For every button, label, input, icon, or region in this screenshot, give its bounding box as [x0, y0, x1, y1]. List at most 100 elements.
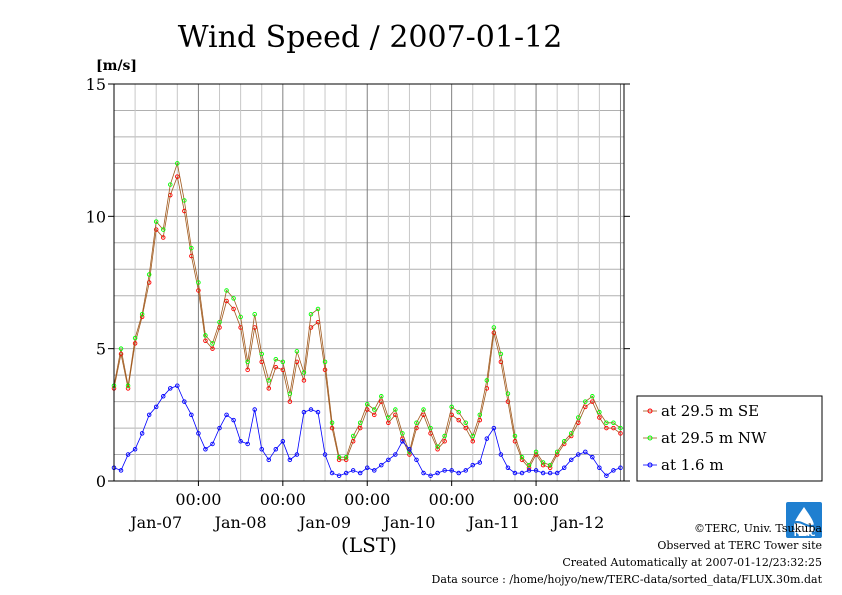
data-point [435, 446, 440, 452]
data-point [196, 280, 201, 285]
data-point [153, 219, 159, 224]
data-point [463, 468, 468, 473]
data-point [400, 439, 405, 444]
data-point [386, 457, 391, 463]
data-point [463, 425, 468, 431]
legend-marker [647, 462, 653, 468]
data-point [386, 420, 391, 426]
data-point [146, 272, 152, 277]
data-point [266, 378, 272, 383]
data-point [597, 409, 602, 415]
data-point [568, 431, 574, 436]
water-drop-icon [794, 507, 814, 536]
data-point [287, 399, 293, 404]
data-point [470, 433, 476, 439]
plot-area [114, 84, 624, 481]
data-point [477, 412, 483, 418]
data-point [583, 404, 588, 410]
data-point [568, 457, 574, 463]
data-point [132, 335, 138, 341]
data-point [583, 449, 588, 455]
data-point [435, 444, 440, 449]
data-point [505, 399, 511, 404]
data-point [540, 462, 546, 468]
data-point [498, 452, 504, 457]
y-tick-label: 0 [96, 472, 106, 491]
data-point [146, 412, 152, 418]
series-line [113, 161, 621, 466]
data-point [456, 409, 461, 415]
x-time-label: 00:00 [260, 490, 306, 509]
x-time-label: 00:00 [513, 490, 559, 509]
x-time-label: 00:00 [429, 490, 475, 509]
data-point [611, 420, 616, 426]
x-date-label: Jan-07 [128, 513, 182, 532]
data-point [526, 465, 532, 471]
x-date-label: Jan-12 [550, 513, 604, 532]
data-point [407, 446, 412, 452]
data-point [132, 341, 138, 346]
data-point [245, 441, 250, 447]
y-tick-label: 10 [86, 207, 106, 226]
legend-label: at 29.5 m SE [661, 402, 759, 420]
data-point [547, 462, 553, 468]
x-tick-labels: 00:00 00:00 00:00 00:00 00:00 Jan-07 Jan-08 Jan… [128, 481, 604, 532]
data-point [203, 333, 208, 338]
data-point [547, 470, 553, 476]
data-point [224, 298, 229, 304]
x-axis-label: (LST) [341, 533, 397, 557]
data-point [336, 457, 342, 463]
data-point [294, 452, 300, 457]
data-point [449, 468, 454, 473]
data-point [259, 351, 264, 357]
x-date-label: Jan-08 [213, 513, 267, 532]
data-point [343, 457, 349, 463]
series-line [113, 385, 621, 477]
legend: at 29.5 m SE at 29.5 m NW at 1.6 m [636, 395, 823, 482]
data-point [322, 367, 328, 373]
data-point [505, 465, 511, 471]
data-point [357, 420, 363, 426]
data-point [576, 420, 581, 426]
data-point [315, 409, 321, 415]
data-point [301, 370, 307, 375]
data-point [519, 470, 525, 476]
data-point [301, 409, 307, 415]
data-point [414, 457, 419, 463]
x-date-label: Jan-10 [381, 513, 435, 532]
wave-icon [789, 521, 819, 527]
data-point [364, 465, 370, 471]
data-point [554, 449, 560, 455]
data-point [266, 457, 272, 463]
data-point [146, 280, 152, 285]
data-point [526, 468, 532, 473]
data-point [160, 227, 166, 232]
data-point [456, 470, 461, 476]
data-point [343, 470, 349, 476]
data-point [175, 161, 180, 166]
data-point [463, 420, 468, 426]
data-point [336, 454, 342, 460]
data-point [231, 296, 236, 301]
data-point [512, 470, 518, 476]
data-point [533, 449, 539, 455]
data-point [118, 468, 124, 473]
data-point [618, 465, 623, 471]
data-point [175, 383, 180, 388]
data-point [372, 412, 377, 418]
data-point [210, 441, 215, 447]
data-point [491, 325, 497, 330]
series-line [113, 175, 621, 469]
series-group [111, 161, 623, 478]
data-point [604, 473, 609, 478]
data-point [400, 431, 405, 436]
data-point [329, 420, 335, 426]
data-point [252, 312, 257, 317]
series-3 [111, 383, 623, 478]
data-point [189, 245, 194, 251]
source-text: Data source : /home/hojyo/new/TERC-data/… [432, 573, 823, 586]
data-point [540, 470, 546, 476]
data-point [259, 446, 264, 452]
data-point [491, 425, 497, 431]
data-point [568, 433, 574, 439]
